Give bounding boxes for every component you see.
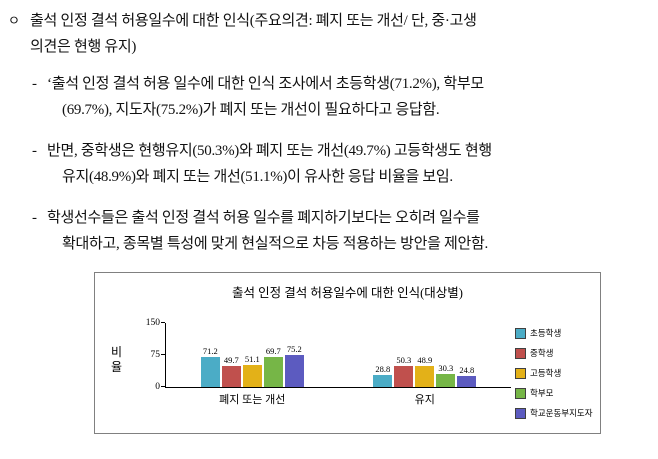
legend-label: 초등학생 (530, 328, 562, 338)
bar-value-label: 50.3 (396, 354, 412, 365)
bar-value-label: 71.2 (202, 345, 218, 356)
bar-초등학생: 28.8 (373, 364, 393, 387)
bar-value-label: 69.7 (265, 346, 281, 357)
y-tick-label: 0 (155, 382, 160, 392)
point-3-line-2: 확대하고, 종목별 특성에 맞게 현실적으로 차등 적용하는 방안을 제안함. (62, 236, 489, 252)
y-tick-mark (161, 386, 165, 387)
bar-고등학생: 48.9 (415, 356, 435, 387)
point-3-line-1: 학생선수들은 출석 인정 결석 허용 일수를 폐지하기보다는 오히려 일수를 (47, 210, 480, 226)
category-label: 폐지 또는 개선 (219, 394, 286, 406)
point-1-line-2: (69.7%), 지도자(75.2%)가 폐지 또는 개선이 필요하다고 응답함… (62, 102, 440, 118)
bar-value-label: 28.8 (375, 363, 391, 374)
bar-학교운동부지도자: 75.2 (284, 344, 304, 387)
legend-label: 학부모 (530, 388, 554, 398)
legend-item: 고등학생 (515, 367, 593, 379)
bar-초등학생: 71.2 (200, 346, 220, 387)
legend-item: 학교운동부지도자 (515, 407, 593, 419)
legend-swatch (515, 327, 526, 339)
plot-area: 0 75 150 71.2 49.7 51.1 69.7 75.2 폐지 또는 개선 28.8 5… (146, 318, 511, 406)
bullet-point-1-content: ‘출석 인정 결석 허용 일수에 대한 인식 조사에서 초등학생(71.2%),… (47, 71, 650, 123)
dash-bullet: - (32, 143, 37, 159)
bar-value-label: 48.9 (417, 355, 433, 366)
y-tick-label: 75 (150, 350, 161, 360)
y-tick-mark (161, 322, 165, 323)
legend-swatch (515, 347, 526, 359)
bar-chart: 출석 인정 결석 허용일수에 대한 인식(대상별) 비율 0 75 150 71.2… (94, 272, 601, 434)
bar-중학생: 49.7 (221, 355, 241, 387)
bullet-point-1: - ‘출석 인정 결석 허용 일수에 대한 인식 조사에서 초등학생(71.2%… (32, 71, 650, 123)
bar-group: 71.2 49.7 51.1 69.7 75.2 폐지 또는 개선 (200, 323, 304, 406)
legend-item: 초등학생 (515, 327, 593, 339)
legend-swatch (515, 407, 526, 419)
heading-line-1: 출석 인정 결석 허용일수에 대한 인식(주요의견: 폐지 또는 개선/ 단, … (30, 13, 477, 29)
bar-학부모: 30.3 (436, 364, 456, 387)
legend-swatch (515, 367, 526, 379)
point-2-line-2: 유지(48.9%)와 폐지 또는 개선(51.1%)이 유사한 응답 비율을 보… (62, 169, 453, 185)
bar-group: 28.8 50.3 48.9 30.3 24.8 유지 (373, 323, 477, 406)
bullet-point-3: - 학생선수들은 출석 인정 결석 허용 일수를 폐지하기보다는 오히려 일수를… (32, 205, 650, 257)
point-1-line-1: ‘출석 인정 결석 허용 일수에 대한 인식 조사에서 초등학생(71.2%),… (47, 76, 484, 92)
legend-label: 학교운동부지도자 (530, 408, 593, 418)
bullet-point-2-content: 반면, 중학생은 현행유지(50.3%)와 폐지 또는 개선(49.7%) 고등… (47, 138, 650, 190)
legend-item: 중학생 (515, 347, 593, 359)
bar-value-label: 51.1 (244, 354, 260, 365)
report-page: ㅇ 출석 인정 결석 허용일수에 대한 인식(주요의견: 폐지 또는 개선/ 단… (8, 8, 650, 434)
dash-bullet: - (32, 210, 37, 226)
heading-line-2: 의견은 현행 유지) (30, 39, 137, 55)
chart-title: 출석 인정 결석 허용일수에 대한 인식(대상별) (232, 286, 463, 300)
y-tick-label: 150 (145, 318, 160, 328)
category-label: 유지 (414, 394, 435, 406)
bar-groups: 71.2 49.7 51.1 69.7 75.2 폐지 또는 개선 28.8 50.3 48.9… (166, 323, 511, 406)
legend-label: 중학생 (530, 348, 554, 358)
heading-paragraph: ㅇ 출석 인정 결석 허용일수에 대한 인식(주요의견: 폐지 또는 개선/ 단… (8, 8, 650, 60)
bar-학교운동부지도자: 24.8 (457, 366, 477, 387)
y-axis-label: 비율 (111, 345, 123, 374)
bar-고등학생: 51.1 (242, 355, 262, 387)
bar-value-label: 30.3 (438, 363, 454, 374)
bullet-point-3-content: 학생선수들은 출석 인정 결석 허용 일수를 폐지하기보다는 오히려 일수를 확… (47, 205, 650, 257)
bar-중학생: 50.3 (394, 355, 414, 387)
circle-bullet: ㅇ (8, 13, 20, 28)
dash-bullet: - (32, 76, 37, 92)
legend-item: 학부모 (515, 387, 593, 399)
bullet-point-2: - 반면, 중학생은 현행유지(50.3%)와 폐지 또는 개선(49.7%) … (32, 138, 650, 190)
legend-label: 고등학생 (530, 368, 562, 378)
heading-content: 출석 인정 결석 허용일수에 대한 인식(주요의견: 폐지 또는 개선/ 단, … (30, 8, 650, 60)
bar-value-label: 75.2 (286, 343, 302, 354)
bar-value-label: 24.8 (459, 365, 475, 376)
point-2-line-1: 반면, 중학생은 현행유지(50.3%)와 폐지 또는 개선(49.7%) 고등… (47, 143, 492, 159)
bar-value-label: 49.7 (223, 354, 239, 365)
bar-학부모: 69.7 (263, 347, 283, 387)
y-axis-ticks: 0 75 150 (146, 318, 511, 392)
legend-swatch (515, 387, 526, 399)
y-tick-mark (161, 354, 165, 355)
